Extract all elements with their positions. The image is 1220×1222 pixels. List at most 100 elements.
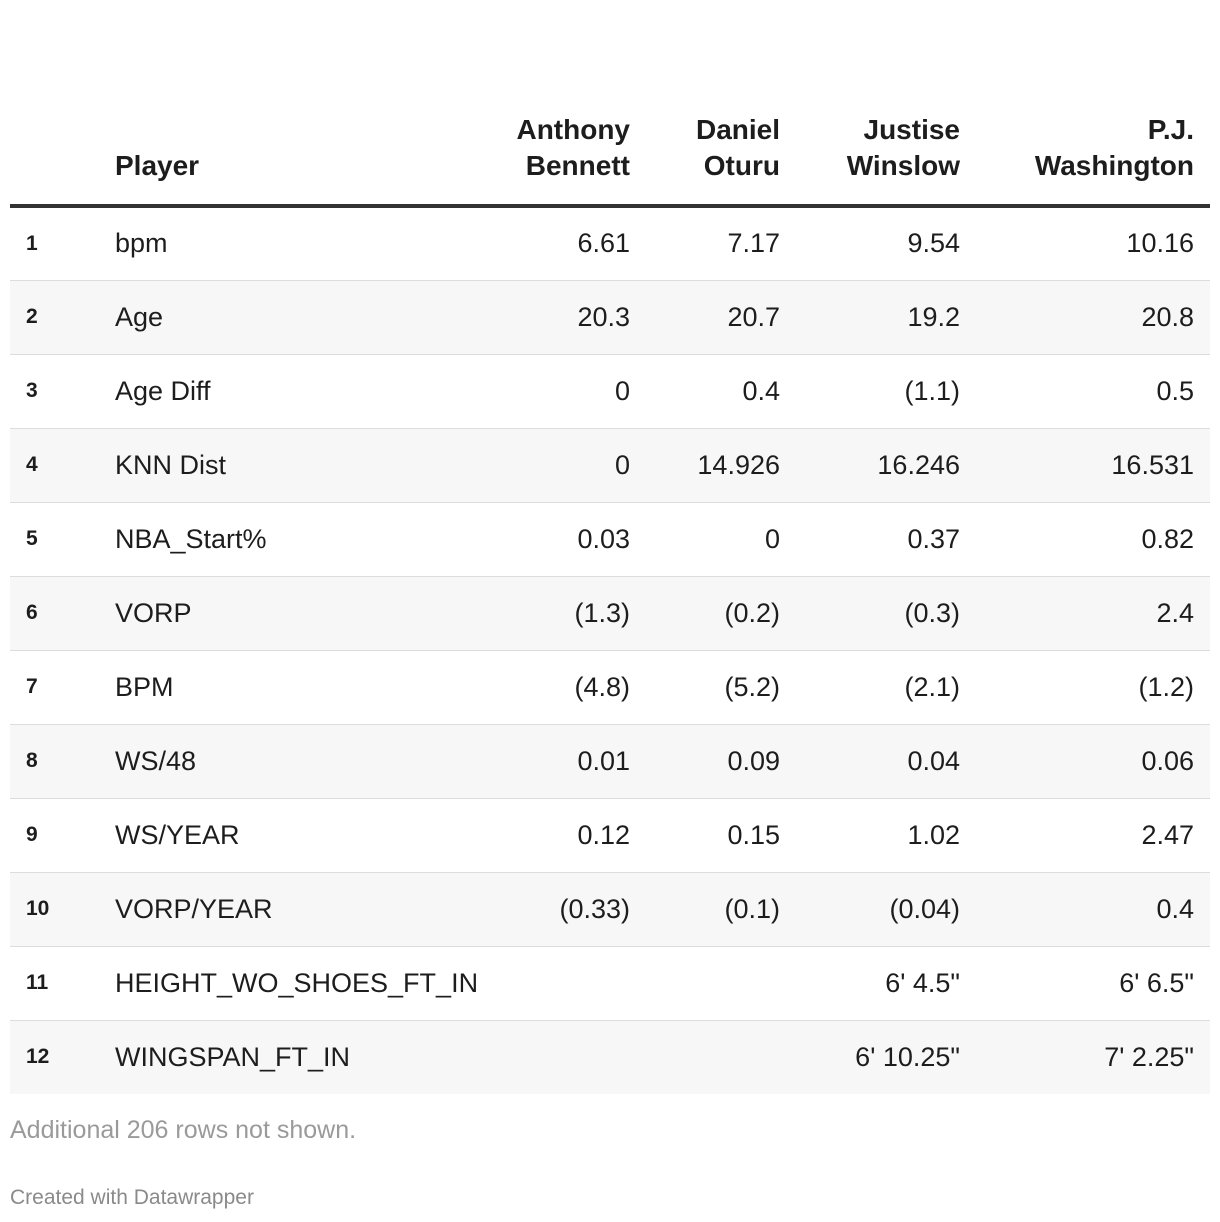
- value-cell: 19.2: [796, 280, 976, 355]
- stat-name: BPM: [106, 650, 466, 725]
- value-cell: (5.2): [646, 650, 796, 725]
- header-line: Justise: [863, 114, 961, 145]
- table-row: 7 BPM (4.8) (5.2) (2.1) (1.2): [10, 650, 1210, 725]
- stat-name: Age: [106, 280, 466, 355]
- stat-name: VORP: [106, 576, 466, 651]
- header-line: Washington: [1034, 150, 1194, 181]
- row-index: 7: [10, 650, 106, 725]
- header-line: Anthony: [516, 114, 630, 145]
- value-cell: 0.15: [646, 798, 796, 873]
- table-header: Player Anthony Bennett Daniel Oturu Justis…: [10, 112, 1210, 208]
- value-cell: [646, 1020, 796, 1094]
- header-line: Winslow: [846, 150, 960, 181]
- value-cell: 0.82: [976, 502, 1210, 577]
- value-cell: 6' 4.5": [796, 946, 976, 1021]
- stat-name: NBA_Start%: [106, 502, 466, 577]
- table-row: 1 bpm 6.61 7.17 9.54 10.16: [10, 206, 1210, 281]
- table-row: 8 WS/48 0.01 0.09 0.04 0.06: [10, 724, 1210, 799]
- table-row: 9 WS/YEAR 0.12 0.15 1.02 2.47: [10, 798, 1210, 873]
- header-line: Daniel: [695, 114, 780, 145]
- value-cell: 0: [646, 502, 796, 577]
- value-cell: 16.246: [796, 428, 976, 503]
- row-index: 4: [10, 428, 106, 503]
- value-cell: [466, 1020, 646, 1094]
- header-line: Bennett: [525, 150, 630, 181]
- table-row: 3 Age Diff 0 0.4 (1.1) 0.5: [10, 354, 1210, 429]
- value-cell: 0: [466, 428, 646, 503]
- value-cell: 2.4: [976, 576, 1210, 651]
- row-index: 12: [26, 1045, 50, 1069]
- stat-name: VORP/YEAR: [106, 872, 466, 947]
- table-row: 5 NBA_Start% 0.03 0 0.37 0.82: [10, 502, 1210, 577]
- row-index: 5: [10, 502, 106, 577]
- value-cell: 14.926: [646, 428, 796, 503]
- value-cell: (1.1): [796, 354, 976, 429]
- header-justise-winslow[interactable]: Justise Winslow: [796, 112, 976, 208]
- value-cell: 7.17: [646, 206, 796, 281]
- value-cell: 0.4: [646, 354, 796, 429]
- value-cell: 0.5: [976, 354, 1210, 429]
- value-cell: 0.04: [796, 724, 976, 799]
- value-cell: (0.04): [796, 872, 976, 947]
- value-cell: 9.54: [796, 206, 976, 281]
- header-line: Oturu: [703, 150, 780, 181]
- value-cell: 0.01: [466, 724, 646, 799]
- value-cell: 20.3: [466, 280, 646, 355]
- credit-line[interactable]: Created with Datawrapper: [10, 1186, 254, 1209]
- value-cell: (4.8): [466, 650, 646, 725]
- value-cell: 20.8: [976, 280, 1210, 355]
- stat-name: WS/YEAR: [106, 798, 466, 873]
- table-notes: Additional 206 rows not shown.: [10, 1116, 357, 1144]
- header-player[interactable]: Player: [106, 112, 466, 208]
- table-row: 6 VORP (1.3) (0.2) (0.3) 2.4: [10, 576, 1210, 651]
- value-cell: 0: [466, 354, 646, 429]
- value-cell: 6' 6.5": [976, 946, 1210, 1021]
- value-cell: (1.2): [976, 650, 1210, 725]
- stat-name: KNN Dist: [106, 428, 466, 503]
- stat-name: WINGSPAN_FT_IN: [115, 1041, 351, 1072]
- value-cell: 1.02: [796, 798, 976, 873]
- value-cell: [646, 946, 796, 1021]
- value-cell: 2.47: [976, 798, 1210, 873]
- value-cell: 6' 10.25": [855, 1041, 960, 1072]
- row-index: 8: [10, 724, 106, 799]
- header-pj-washington[interactable]: P.J. Washington: [976, 112, 1210, 208]
- value-cell: (0.1): [646, 872, 796, 947]
- value-cell: 0.4: [976, 872, 1210, 947]
- table-row: 11 HEIGHT_WO_SHOES_FT_IN 6' 4.5" 6' 6.5": [10, 946, 1210, 1021]
- header-index: [10, 112, 106, 208]
- data-table-container: Player Anthony Bennett Daniel Oturu Justis…: [10, 112, 1210, 1094]
- value-cell: [466, 946, 646, 1021]
- value-cell: (0.3): [796, 576, 976, 651]
- value-cell: (2.1): [796, 650, 976, 725]
- stat-name: bpm: [106, 206, 466, 281]
- table-row: 2 Age 20.3 20.7 19.2 20.8: [10, 280, 1210, 355]
- stat-name: WS/48: [106, 724, 466, 799]
- row-index: 3: [10, 354, 106, 429]
- table-body: 1 bpm 6.61 7.17 9.54 10.16 2 Age 20.3 20…: [10, 206, 1210, 1094]
- value-cell: 7' 2.25": [1104, 1041, 1194, 1072]
- header-daniel-oturu[interactable]: Daniel Oturu: [646, 112, 796, 208]
- row-index: 11: [10, 946, 106, 1021]
- row-index: 1: [10, 206, 106, 281]
- value-cell: 16.531: [976, 428, 1210, 503]
- value-cell: 0.06: [976, 724, 1210, 799]
- table-row: 10 VORP/YEAR (0.33) (0.1) (0.04) 0.4: [10, 872, 1210, 947]
- value-cell: 20.7: [646, 280, 796, 355]
- value-cell: 6.61: [466, 206, 646, 281]
- header-row: Player Anthony Bennett Daniel Oturu Justis…: [10, 112, 1210, 208]
- table-row: 4 KNN Dist 0 14.926 16.246 16.531: [10, 428, 1210, 503]
- header-anthony-bennett[interactable]: Anthony Bennett: [466, 112, 646, 208]
- value-cell: 0.09: [646, 724, 796, 799]
- value-cell: (1.3): [466, 576, 646, 651]
- row-index: 10: [10, 872, 106, 947]
- row-index: 6: [10, 576, 106, 651]
- value-cell: 0.12: [466, 798, 646, 873]
- player-comparison-table: Player Anthony Bennett Daniel Oturu Justis…: [10, 112, 1210, 1094]
- stat-name: HEIGHT_WO_SHOES_FT_IN: [106, 946, 478, 1021]
- value-cell: 10.16: [976, 206, 1210, 281]
- value-cell: 0.03: [466, 502, 646, 577]
- table-row: 12 WINGSPAN_FT_IN 6' 10.25" 7' 2.25": [10, 1020, 1210, 1094]
- header-line: P.J.: [1147, 114, 1194, 145]
- row-index: 9: [10, 798, 106, 873]
